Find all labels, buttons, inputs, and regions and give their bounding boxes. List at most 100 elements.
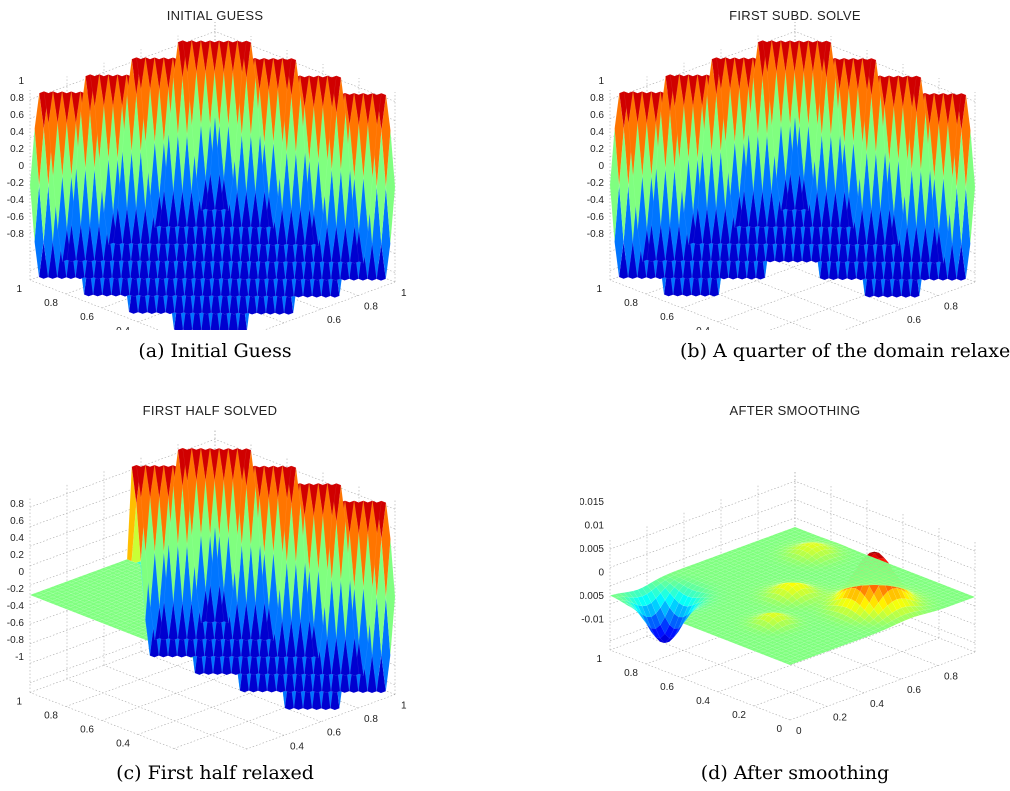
chart-title: INITIAL GUESS [167, 8, 264, 23]
chart-title: FIRST SUBD. SOLVE [729, 8, 861, 23]
z-tick-label: 0 [18, 161, 24, 172]
y-tick-label: 0.4 [696, 326, 710, 330]
chart-title: AFTER SMOOTHING [730, 403, 861, 418]
y-tick-label: 1 [16, 284, 22, 295]
z-tick-label: 0.015 [580, 497, 604, 508]
z-tick-label: -0.6 [7, 212, 25, 223]
z-tick-label: -0.005 [580, 591, 604, 602]
z-tick-label: 1 [18, 76, 24, 87]
panel-d: AFTER SMOOTHING 0.015 0.01 0.005 0 -0.005 -0.0… [580, 395, 1010, 750]
z-tick-label: 0.8 [590, 93, 604, 104]
x-tick-label: 1 [401, 288, 407, 299]
x-tick-label: 0.6 [327, 315, 341, 326]
x-tick-label: 0.8 [364, 302, 378, 313]
z-tick-label: 0 [18, 567, 24, 578]
x-tick-label: 0.8 [364, 714, 378, 725]
y-tick-label: 0.8 [624, 668, 638, 679]
y-tick-label: 0.8 [44, 711, 58, 722]
y-tick-label: 0.8 [44, 298, 58, 309]
panel-c: FIRST HALF SOLVED 0.8 0.6 0.4 0.2 0 -0.2 -0.4 -0… [0, 395, 430, 750]
z-tick-label: 0.4 [10, 533, 24, 544]
x-axis-tick-labels: 00.20.40.60.8 [870, 302, 958, 330]
y-tick-label: 0.8 [624, 298, 638, 309]
y-tick-label: 0.2 [732, 710, 746, 721]
z-tick-label: -0.01 [581, 615, 604, 626]
caption-d: (d) After smoothing [700, 762, 890, 784]
y-tick-label: 1 [596, 654, 602, 665]
z-tick-label: -0.4 [7, 195, 25, 206]
z-tick-label: -0.8 [587, 229, 605, 240]
x-tick-label: 0.6 [907, 315, 921, 326]
z-tick-label: 0.8 [10, 499, 24, 510]
x-tick-label: 0.4 [870, 329, 884, 330]
x-tick-label: 0 [796, 726, 802, 737]
y-axis-tick-labels: 10.80.60.40.20 [16, 697, 130, 750]
x-axis-tick-labels: 0 0.2 0.4 0.6 0.8 [796, 672, 958, 737]
y-tick-label: 0.6 [80, 312, 94, 323]
z-tick-label: 0.6 [590, 110, 604, 121]
z-tick-label: 0.4 [590, 127, 604, 138]
z-tick-labels: 0.015 0.01 0.005 0 -0.005 -0.01 [580, 497, 604, 626]
x-tick-label: 0.4 [290, 741, 304, 750]
y-tick-label: 0.4 [116, 326, 130, 330]
z-tick-label: 0.6 [10, 110, 24, 121]
z-tick-label: 0.2 [10, 144, 24, 155]
z-tick-labels: 1 0.8 0.6 0.4 0.2 0 -0.2 -0.4 -0.6 -0.8 [587, 76, 605, 240]
x-tick-label: 1 [401, 701, 407, 712]
surface-mesh [29, 40, 396, 330]
x-axis-tick-labels: 00.20.40.60.81 [290, 288, 407, 330]
z-tick-label: -0.6 [587, 212, 605, 223]
z-tick-labels: 1 0.8 0.6 0.4 0.2 0 -0.2 -0.4 -0.6 -0.8 [7, 76, 25, 240]
y-axis-tick-labels: 1 0.8 0.6 0.4 0.2 0 [596, 654, 782, 735]
surface-plot-b: FIRST SUBD. SOLVE 1 0.8 0.6 0.4 0.2 0 -0.2 -0.4 -… [587, 8, 976, 330]
x-tick-label: 0.2 [833, 712, 847, 723]
z-tick-label: 0.005 [580, 544, 604, 555]
panel-b: FIRST SUBD. SOLVE 1 0.8 0.6 0.4 0.2 0 -0.2 -0.4 -… [580, 0, 1010, 330]
z-tick-label: -1 [15, 652, 24, 663]
y-tick-label: 0.4 [116, 739, 130, 750]
surface-mesh [609, 40, 976, 298]
y-tick-label: 0 [776, 724, 782, 735]
chart-title: FIRST HALF SOLVED [143, 403, 278, 418]
y-tick-label: 1 [596, 284, 602, 295]
z-tick-label: -0.6 [7, 618, 25, 629]
z-tick-label: 1 [598, 76, 604, 87]
surface-mesh [29, 447, 396, 711]
surface-plot-a: INITIAL GUESS 1 0.8 0.6 0.4 0.2 0 -0.2 -0.4 -0.6 -… [7, 8, 407, 330]
x-tick-label: 0.4 [870, 699, 884, 710]
x-tick-label: 0.8 [944, 302, 958, 313]
caption-a: (a) Initial Guess [138, 340, 292, 362]
x-axis-tick-labels: 00.20.40.60.81 [290, 701, 407, 751]
z-tick-label: -0.4 [587, 195, 605, 206]
z-tick-label: -0.2 [587, 178, 605, 189]
z-tick-label: 0.8 [10, 93, 24, 104]
panel-a: INITIAL GUESS 1 0.8 0.6 0.4 0.2 0 -0.2 -0.4 -0.6 -… [0, 0, 430, 330]
surface-plot-d: AFTER SMOOTHING 0.015 0.01 0.005 0 -0.005 -0.0… [580, 403, 976, 737]
surface-plot-c: FIRST HALF SOLVED 0.8 0.6 0.4 0.2 0 -0.2 -0.4 -0… [7, 403, 407, 751]
y-tick-label: 0.6 [660, 682, 674, 693]
y-axis-tick-labels: 10.80.60.40.20 [16, 284, 130, 330]
x-tick-label: 0.4 [290, 329, 304, 330]
x-tick-label: 0.8 [944, 672, 958, 683]
y-tick-label: 0.4 [696, 696, 710, 707]
caption-b: (b) A quarter of the domain relaxed [680, 340, 1010, 362]
x-tick-label: 0.6 [327, 728, 341, 739]
z-tick-label: -0.8 [7, 635, 25, 646]
z-tick-label: -0.4 [7, 601, 25, 612]
z-tick-label: 0.2 [590, 144, 604, 155]
x-tick-label: 0.6 [907, 685, 921, 696]
y-tick-label: 0.6 [80, 725, 94, 736]
z-tick-label: -0.2 [7, 178, 25, 189]
z-tick-label: -0.2 [7, 584, 25, 595]
z-tick-label: 0.6 [10, 516, 24, 527]
z-tick-label: 0.4 [10, 127, 24, 138]
z-tick-label: 0 [598, 161, 604, 172]
y-tick-label: 0.6 [660, 312, 674, 323]
z-tick-label: 0.01 [585, 521, 605, 532]
z-tick-label: 0 [598, 568, 604, 579]
z-tick-label: 0.2 [10, 550, 24, 561]
z-tick-label: -0.8 [7, 229, 25, 240]
caption-c: (c) First half relaxed [116, 762, 314, 784]
z-tick-labels: 0.8 0.6 0.4 0.2 0 -0.2 -0.4 -0.6 -0.8 -1 [7, 499, 25, 663]
y-axis-tick-labels: 10.80.60.40.20 [596, 284, 710, 330]
